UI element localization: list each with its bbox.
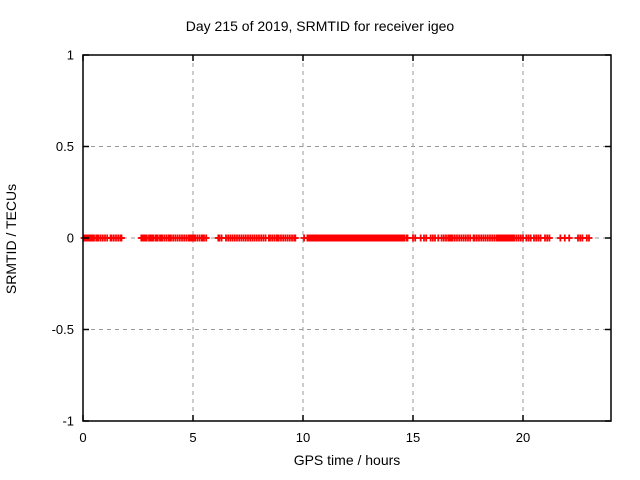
y-tick-label: -0.5	[52, 322, 74, 337]
x-tick-label: 0	[79, 430, 86, 445]
y-tick-label: 1	[67, 48, 74, 63]
y-tick-label: 0	[67, 231, 74, 246]
x-axis-label: GPS time / hours	[293, 452, 401, 468]
x-tick-label: 15	[406, 430, 420, 445]
x-tick-label: 20	[516, 430, 530, 445]
y-tick-label: -1	[62, 414, 74, 429]
chart-title: Day 215 of 2019, SRMTID for receiver ige…	[185, 18, 455, 34]
x-tick-label: 5	[189, 430, 196, 445]
x-tick-label: 10	[296, 430, 310, 445]
y-tick-label: 0.5	[56, 139, 74, 154]
